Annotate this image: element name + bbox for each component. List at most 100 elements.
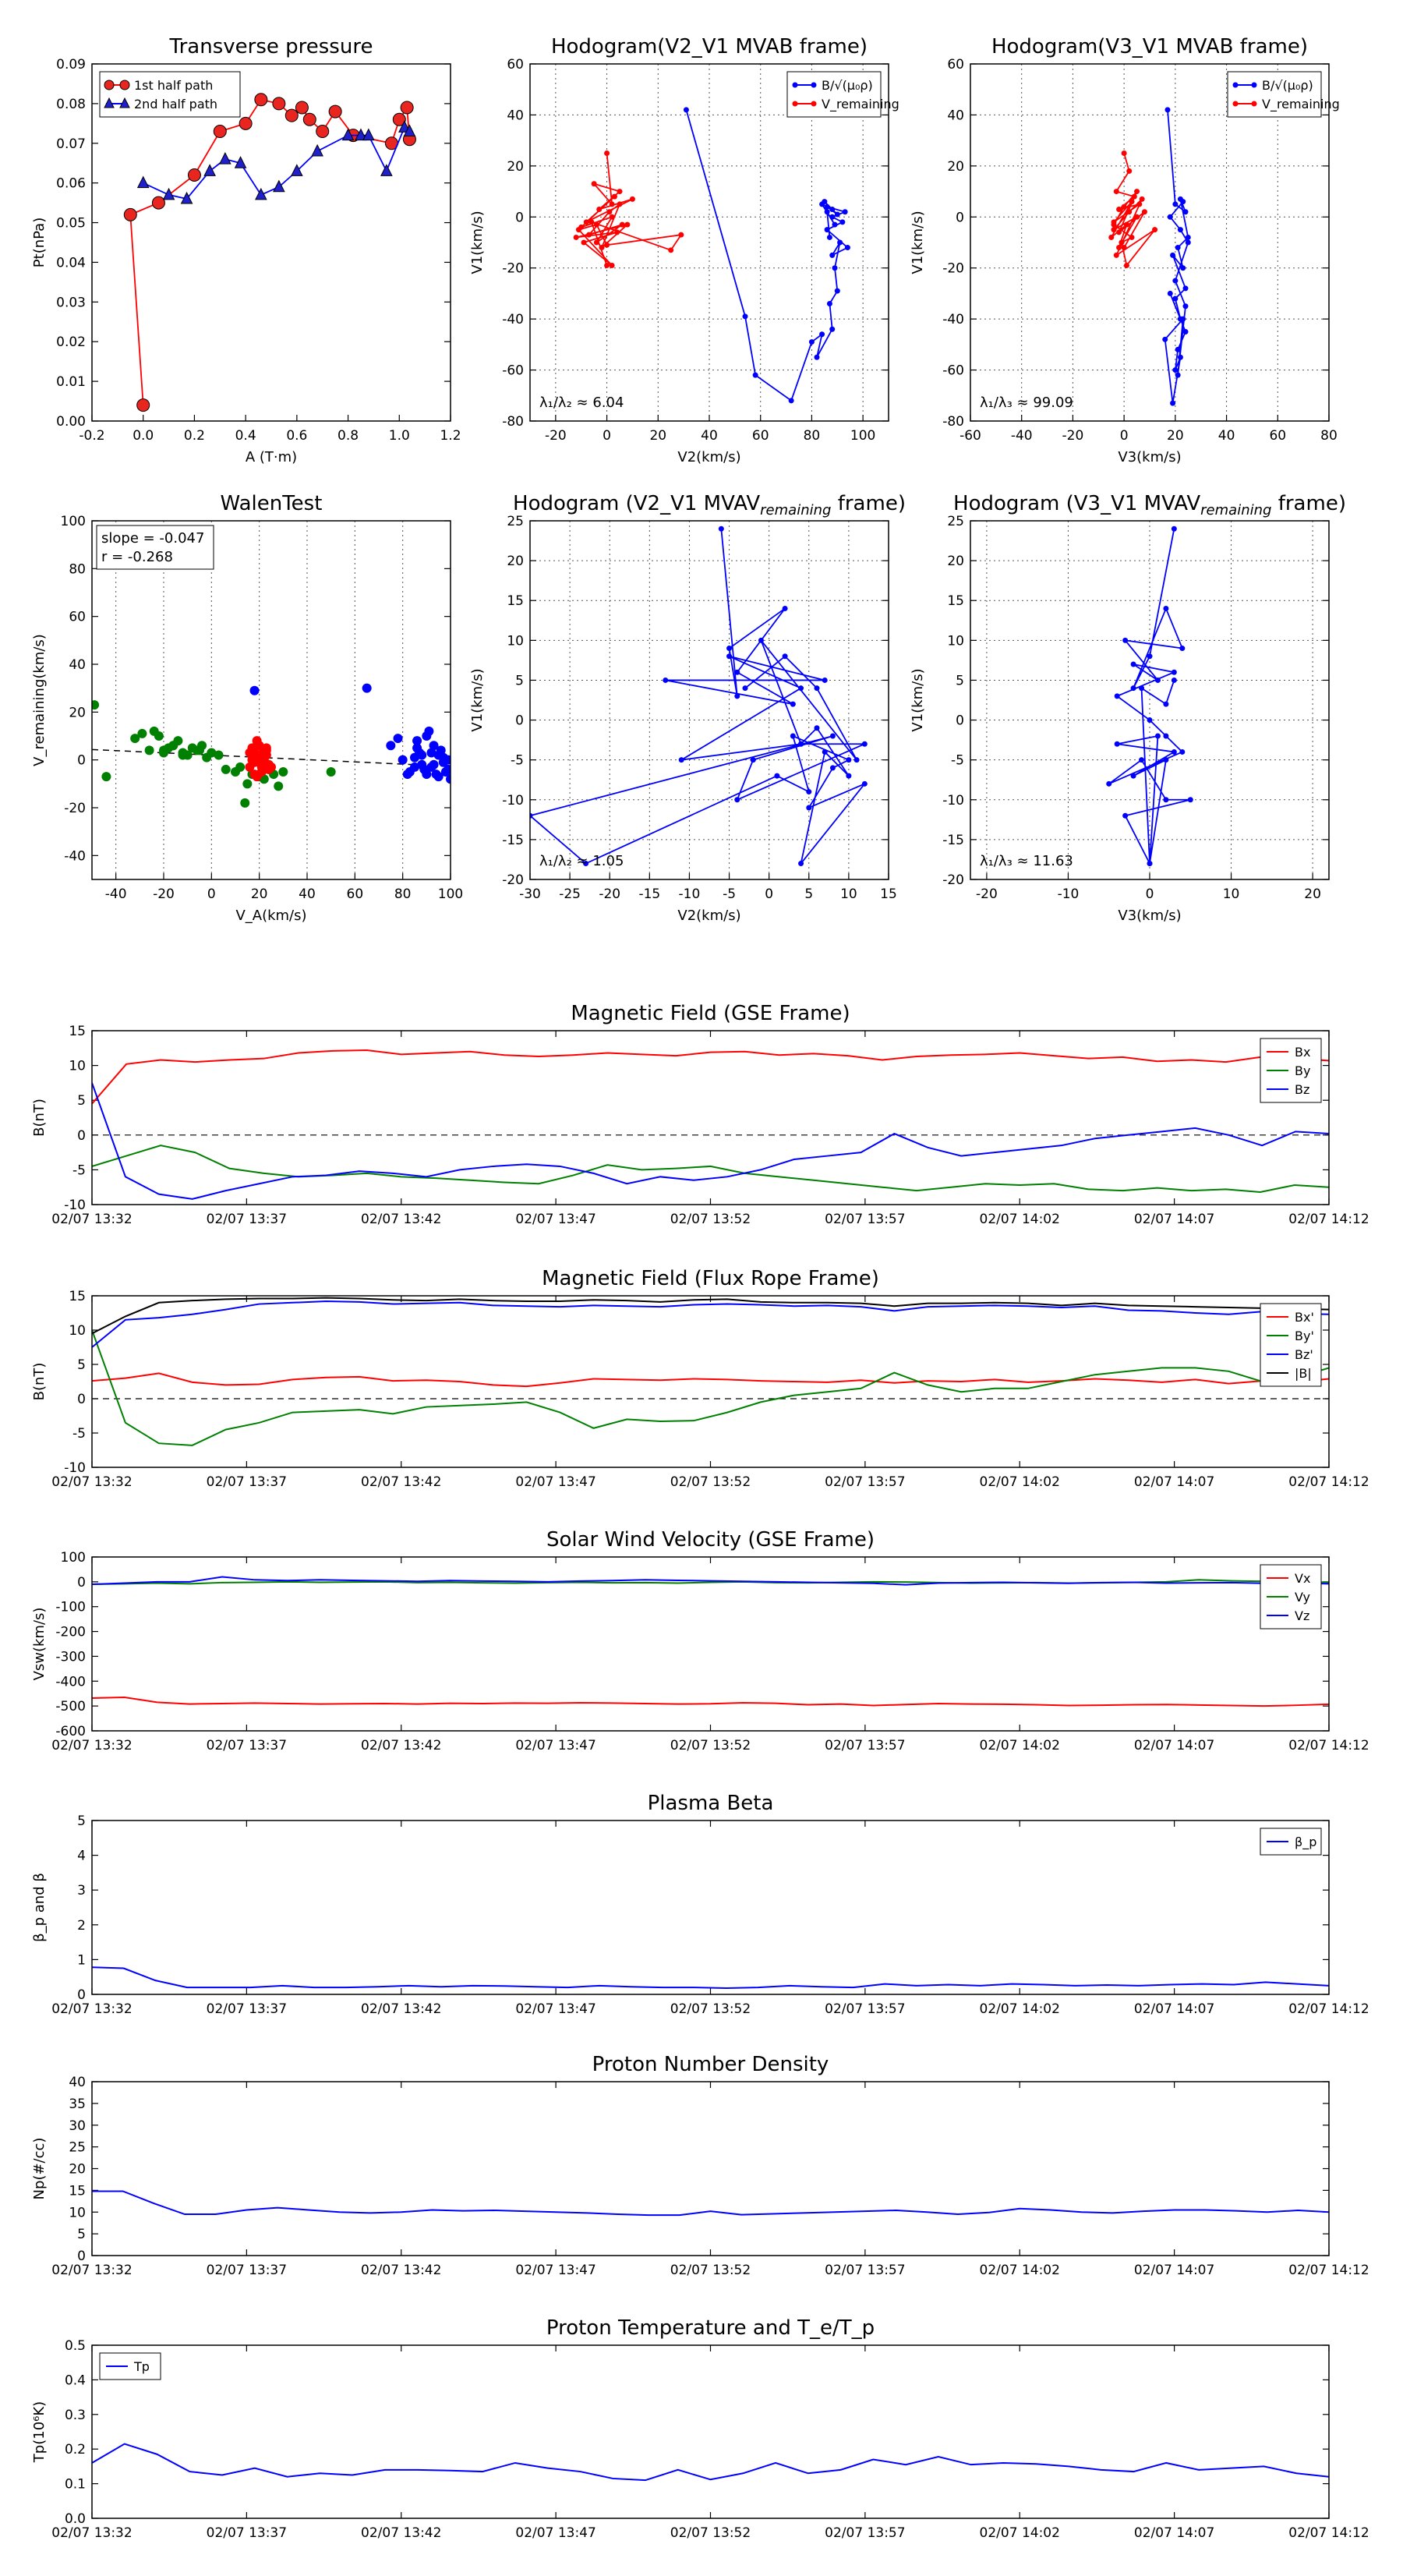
y-tick-label: 0	[956, 713, 964, 729]
y-ticks: 0.00 0.01 0.02 0.03 0.04 0.05 0.06 0.07 0.08 0.09	[56, 57, 451, 430]
data-point	[593, 239, 599, 246]
chart-hodogram-v3-v1-mvav: Hodogram (V3_V1 MVAVremaining frame)-20-…	[910, 492, 1346, 924]
data-point	[101, 772, 111, 782]
y-tick-label: -40	[502, 312, 524, 327]
data-point	[846, 757, 852, 763]
y-tick-label: 0.08	[56, 97, 86, 112]
data-point	[403, 124, 416, 137]
data-point	[1129, 234, 1135, 240]
data-point	[1116, 229, 1122, 235]
y-tick-label: 15	[507, 593, 524, 609]
data-point	[752, 372, 758, 378]
y-tick-label: 0	[77, 2249, 86, 2264]
y-tick-label: 0	[515, 713, 524, 729]
data-point	[614, 229, 620, 235]
data-point	[311, 143, 323, 157]
data-point	[832, 265, 838, 271]
data-point	[1170, 252, 1176, 258]
series-line	[92, 1082, 1329, 1200]
data-point	[436, 745, 446, 755]
series-line	[92, 1372, 1329, 1388]
y-tick-label: -80	[502, 414, 524, 430]
series-line	[129, 98, 411, 405]
data-point	[1182, 285, 1189, 292]
x-tick-label: 02/07 13:47	[515, 1474, 595, 1490]
x-tick-label: 02/07 13:57	[825, 2263, 905, 2278]
legend-label: Bz	[1295, 1082, 1309, 1097]
x-axis-label: V3(km/s)	[1118, 449, 1181, 465]
legend: 1st half path 2nd half path	[99, 71, 241, 118]
y-tick-label: 100	[61, 1550, 86, 1566]
x-axis-label: V2(km/s)	[677, 449, 740, 465]
data-point	[221, 764, 231, 774]
x-tick-label: 02/07 13:42	[361, 1474, 441, 1490]
data-point	[144, 745, 154, 755]
x-tick-label: 0.6	[286, 428, 307, 444]
data-point	[1129, 199, 1135, 205]
y-ticks: -20 -15 -10 -5 0 5 10 15 20 25	[502, 514, 889, 888]
series-1st-half-path	[123, 93, 416, 412]
x-tick-label: -30	[519, 886, 541, 902]
x-tick-label: 60	[347, 886, 364, 902]
legend-label: By'	[1295, 1329, 1314, 1343]
y-ticks: -600 -500 -400 -300 -200 -100 0 100	[55, 1550, 1329, 1739]
x-tick-label: 20	[251, 886, 268, 902]
data-point	[1122, 812, 1129, 819]
series-hodogram-v3-v1-mvav	[1106, 525, 1193, 867]
data-point	[798, 741, 804, 747]
data-point	[826, 234, 832, 240]
data-point	[154, 731, 164, 741]
x-tick-label: 0.0	[133, 428, 154, 444]
y-tick-label: 5	[77, 1357, 86, 1373]
data-point	[593, 221, 599, 228]
data-point	[213, 125, 227, 139]
data-point	[1154, 677, 1161, 683]
legend-label: 1st half path	[134, 78, 213, 93]
data-point	[798, 685, 804, 692]
data-point	[824, 209, 830, 215]
x-tick-label: 100	[438, 886, 463, 902]
data-point	[609, 214, 615, 220]
plot-frame	[970, 63, 1330, 422]
chart-title: WalenTest	[221, 492, 323, 515]
legend-label: 2nd half path	[134, 97, 217, 111]
series-line	[92, 1300, 1329, 1348]
plot-frame	[91, 1295, 1330, 1468]
plot-frame	[91, 2081, 1330, 2256]
data-point	[1177, 354, 1183, 360]
data-point	[1134, 189, 1140, 195]
y-tick-label: 0	[956, 210, 964, 225]
data-point	[130, 734, 140, 744]
y-tick-label: 60	[947, 57, 964, 73]
x-tick-label: 02/07 14:02	[980, 2001, 1060, 2017]
x-tick-label: 02/07 13:37	[207, 1474, 287, 1490]
data-point	[195, 745, 204, 755]
chart-title: Hodogram (V3_V1 MVAVremaining frame)	[953, 492, 1346, 518]
plot-frame	[91, 520, 451, 880]
data-point	[1154, 733, 1161, 739]
data-point	[1147, 653, 1153, 660]
y-tick-label: 40	[507, 108, 524, 123]
data-point	[726, 653, 733, 660]
y-tick-label: 5	[77, 2227, 86, 2242]
plot-frame	[91, 1556, 1330, 1732]
x-tick-label: 02/07 13:57	[825, 2525, 905, 2541]
data-point	[136, 398, 150, 412]
y-tick-label: -200	[55, 1625, 86, 1640]
data-point	[604, 150, 610, 156]
x-tick-label: -15	[638, 886, 660, 902]
legend: Bx By Bz	[1260, 1038, 1322, 1103]
data-point	[596, 206, 603, 212]
x-tick-label: 0	[207, 886, 216, 902]
x-tick-label: 02/07 14:02	[980, 1212, 1060, 1227]
plot-area	[92, 2443, 1329, 2482]
series-b	[92, 1297, 1329, 1335]
series-by	[92, 1145, 1329, 1193]
data-point	[1126, 168, 1133, 174]
y-tick-label: 0	[77, 1128, 86, 1144]
y-tick-label: -5	[511, 753, 524, 769]
x-tick-label: 02/07 14:12	[1288, 2001, 1369, 2017]
data-point	[1162, 336, 1168, 342]
series-bx	[92, 1049, 1329, 1105]
data-point	[316, 125, 330, 139]
